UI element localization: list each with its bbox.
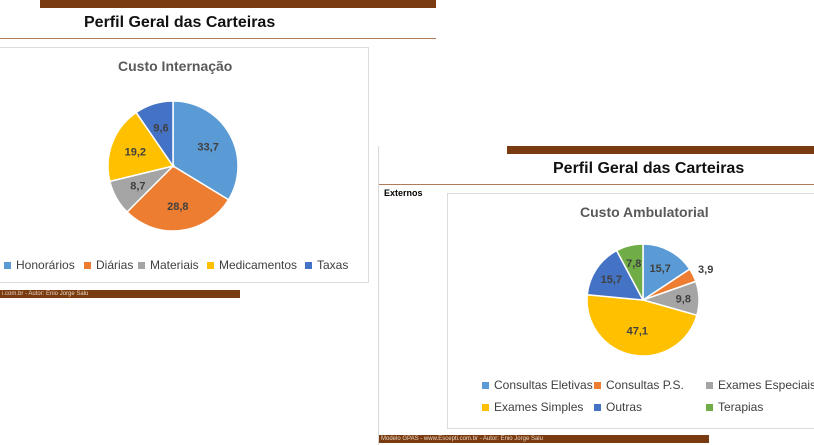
legend-swatch — [594, 403, 601, 411]
title-rule — [0, 38, 436, 39]
pie-slice-terapias — [615, 243, 644, 301]
legend-item-honorarios: Honorários — [4, 258, 75, 272]
data-label-consultas-p-s: 3,9 — [698, 264, 713, 276]
legend-item-materiais: Materiais — [138, 258, 199, 272]
data-label-medicamentos: 19,2 — [125, 147, 146, 159]
legend-label: Consultas P.S. — [606, 378, 684, 392]
legend-swatch — [706, 403, 713, 411]
title-rule — [379, 184, 814, 185]
data-label-outras: 15,7 — [601, 274, 622, 286]
legend-swatch — [4, 261, 11, 269]
legend-item-consultas-p-s: Consultas P.S. — [594, 378, 684, 392]
legend-swatch — [305, 261, 312, 269]
pie-slice-exames-simples — [586, 293, 698, 357]
legend-item-consultas-eletivas: Consultas Eletivas — [482, 378, 593, 392]
legend-item-outras: Outras — [594, 400, 642, 414]
footer-bar: Modelo GPAS - www.Escepti.com.br - Autor… — [379, 435, 709, 443]
header-accent-bar — [40, 0, 436, 8]
legend-label: Exames Simples — [494, 400, 584, 414]
legend-item-exames-simples: Exames Simples — [482, 400, 583, 414]
section-subtitle: Externos — [384, 188, 423, 198]
legend-label: Consultas Eletivas — [494, 378, 593, 392]
data-label-exames-especiais: 9,8 — [676, 294, 691, 306]
legend-swatch — [706, 381, 713, 389]
slide-custo-ambulatorial: Perfil Geral das Carteiras Externos Cust… — [378, 146, 814, 445]
legend-item-taxas: Taxas — [305, 258, 348, 272]
legend-item-medicamentos: Medicamentos — [207, 258, 297, 272]
data-label-consultas-eletivas: 15,7 — [650, 263, 671, 275]
legend-swatch — [207, 261, 214, 269]
legend-label: Terapias — [718, 400, 764, 414]
legend-item-terapias: Terapias — [706, 400, 763, 414]
chart-area: Custo Internação 33,7 28,8 8,7 19,2 9,6 Hono… — [0, 47, 369, 283]
legend-swatch — [482, 403, 489, 411]
chart-title: Custo Ambulatorial — [580, 204, 709, 220]
chart-area: Custo Ambulatorial 15,7 3,9 9,8 47,1 15,7 7,8… — [447, 193, 814, 429]
data-label-diarias: 28,8 — [167, 201, 188, 213]
data-label-terapias: 7,8 — [626, 258, 641, 270]
data-label-taxas: 9,6 — [153, 123, 168, 135]
legend-swatch — [594, 381, 601, 389]
pie-slice-consultas-eletivas — [642, 243, 691, 302]
legend-item-exames-especiais: Exames Especiais — [706, 378, 814, 392]
legend-swatch — [138, 261, 145, 269]
legend-label: Exames Especiais — [718, 378, 814, 392]
data-label-honorarios: 33,7 — [197, 141, 218, 153]
header-accent-bar — [507, 146, 814, 154]
pie-slice-taxas — [135, 100, 174, 169]
chart-legend: Honorários Diárias Materiais Medicamentos Ta… — [0, 258, 368, 274]
pie-slice-medicamentos — [107, 111, 175, 183]
pie-slice-outras — [586, 249, 645, 301]
slide-custo-internacao: Perfil Geral das Carteiras Custo Interna… — [0, 0, 436, 300]
data-label-exames-simples: 47,1 — [627, 325, 648, 337]
pie-slice-diarias — [125, 165, 230, 232]
legend-swatch — [84, 261, 91, 269]
slide-title: Perfil Geral das Carteiras — [84, 14, 276, 31]
legend-label: Diárias — [96, 258, 134, 272]
legend-label: Materiais — [150, 258, 199, 272]
legend-label: Taxas — [317, 258, 349, 272]
legend-label: Honorários — [16, 258, 75, 272]
slide-title: Perfil Geral das Carteiras — [553, 160, 745, 177]
footer-bar: i.com.br - Autor: Enio Jorge Salu — [0, 290, 240, 298]
chart-legend: Consultas Eletivas Consultas P.S. Exames E… — [448, 378, 814, 426]
pie-chart-ambulatorial: 15,7 3,9 9,8 47,1 15,7 7,8 — [586, 243, 713, 357]
data-label-materiais: 8,7 — [130, 181, 145, 193]
chart-title: Custo Internação — [118, 58, 233, 74]
legend-item-diarias: Diárias — [84, 258, 133, 272]
legend-label: Outras — [606, 400, 643, 414]
legend-swatch — [482, 381, 489, 389]
pie-chart-internacao: 33,7 28,8 8,7 19,2 9,6 — [107, 100, 239, 232]
legend-label: Medicamentos — [219, 258, 298, 272]
